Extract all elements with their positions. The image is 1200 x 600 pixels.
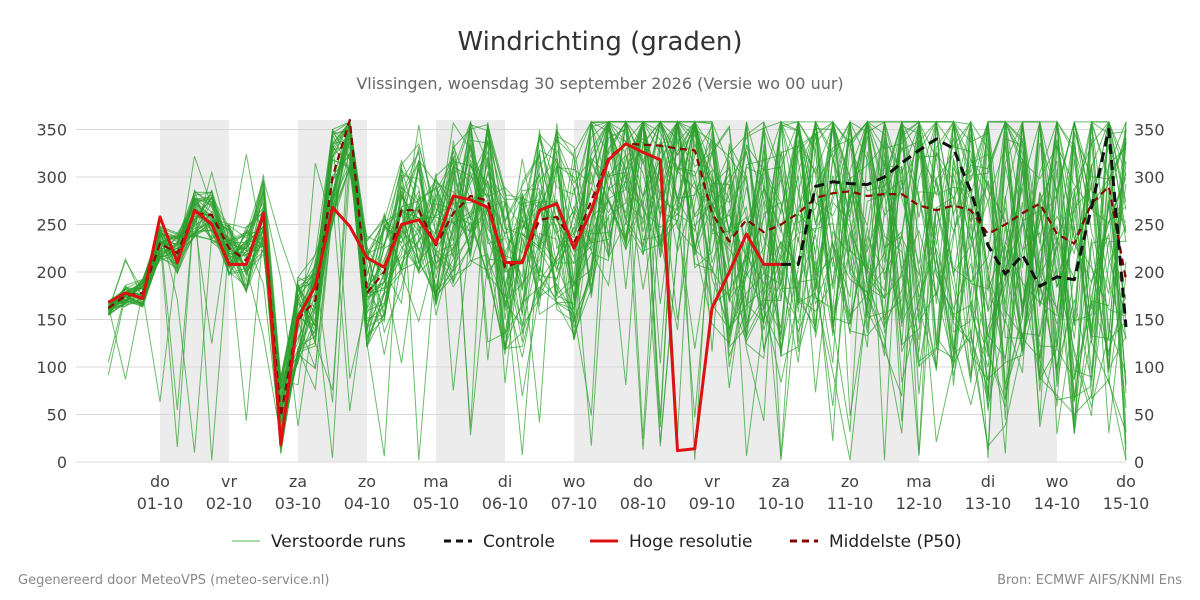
y-tick-left-50: 50 [47, 406, 67, 425]
x-tick-date-2: 03-10 [275, 494, 322, 513]
y-tick-right-250: 250 [1134, 216, 1165, 235]
x-tick-day-5: di [498, 472, 513, 491]
x-tick-date-12: 13-10 [965, 494, 1012, 513]
x-tick-day-4: ma [423, 472, 448, 491]
y-tick-right-100: 100 [1134, 358, 1165, 377]
y-tick-left-350: 350 [36, 121, 67, 140]
x-tick-day-1: vr [221, 472, 237, 491]
weekend-band-0 [160, 120, 229, 462]
y-axis-left: 0 50 100 150 200 250 300 350 [36, 121, 67, 473]
y-tick-left-200: 200 [36, 263, 67, 282]
series-controle [781, 128, 1128, 328]
x-tick-date-6: 07-10 [551, 494, 598, 513]
x-axis: do 01-10 vr 02-10 za 03-10 zo 04-10 ma 05-10 di 06-… [137, 472, 1150, 513]
x-tick-day-13: wo [1046, 472, 1069, 491]
legend-label-0: Verstoorde runs [271, 532, 406, 552]
x-tick-date-11: 12-10 [896, 494, 943, 513]
chart-subtitle: Vlissingen, woensdag 30 september 2026 (… [356, 74, 843, 93]
chart-title: Windrichting (graden) [457, 27, 742, 57]
x-tick-date-13: 14-10 [1034, 494, 1081, 513]
legend-label-3: Middelste (P50) [829, 532, 962, 552]
x-tick-date-10: 11-10 [827, 494, 874, 513]
x-tick-date-7: 08-10 [620, 494, 667, 513]
y-tick-left-300: 300 [36, 168, 67, 187]
x-tick-day-6: wo [563, 472, 586, 491]
series-hoge-resolutie [107, 142, 781, 453]
footer-right: Bron: ECMWF AIFS/KNMI Ens [997, 573, 1182, 588]
x-tick-date-8: 09-10 [689, 494, 736, 513]
y-tick-right-200: 200 [1134, 263, 1165, 282]
legend-label-1: Controle [483, 532, 555, 552]
x-tick-date-14: 15-10 [1103, 494, 1150, 513]
y-tick-right-300: 300 [1134, 168, 1165, 187]
footer-left: Gegenereerd door MeteoVPS (meteo-service… [18, 573, 329, 588]
x-tick-date-5: 06-10 [482, 494, 529, 513]
x-tick-day-0: do [150, 472, 170, 491]
legend-label-2: Hoge resolutie [629, 532, 753, 552]
y-axis-right: 0 50 100 150 200 250 300 350 [1134, 121, 1165, 473]
x-tick-day-10: zo [841, 472, 859, 491]
x-tick-date-3: 04-10 [344, 494, 391, 513]
y-tick-right-50: 50 [1134, 406, 1154, 425]
x-tick-day-14: do [1116, 472, 1136, 491]
x-tick-day-12: di [981, 472, 996, 491]
y-tick-right-150: 150 [1134, 311, 1165, 330]
x-tick-day-3: zo [358, 472, 376, 491]
y-tick-left-250: 250 [36, 216, 67, 235]
main-series [107, 118, 1128, 453]
x-tick-day-8: vr [704, 472, 720, 491]
y-tick-left-100: 100 [36, 358, 67, 377]
ensemble-run-45 [108, 120, 1127, 397]
y-tick-left-150: 150 [36, 311, 67, 330]
x-tick-date-9: 10-10 [758, 494, 805, 513]
legend: Verstoorde runs Controle Hoge resolutie Mid… [232, 532, 962, 552]
x-tick-date-1: 02-10 [206, 494, 253, 513]
y-tick-left-0: 0 [57, 453, 67, 472]
x-tick-day-7: do [633, 472, 653, 491]
x-tick-day-2: za [289, 472, 307, 491]
y-tick-right-350: 350 [1134, 121, 1165, 140]
x-tick-day-11: ma [906, 472, 931, 491]
y-tick-right-0: 0 [1134, 453, 1144, 472]
x-tick-date-0: 01-10 [137, 494, 184, 513]
x-tick-day-9: za [772, 472, 790, 491]
x-tick-date-4: 05-10 [413, 494, 460, 513]
